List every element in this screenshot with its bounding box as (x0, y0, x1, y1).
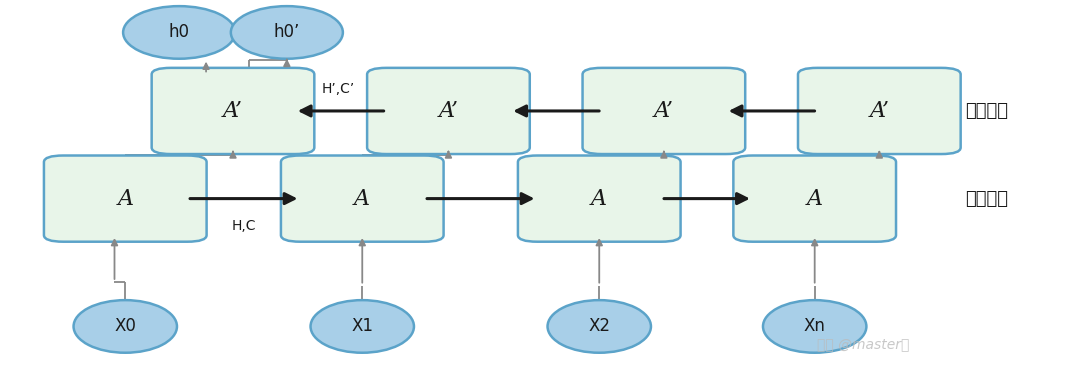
Text: 前向传播: 前向传播 (966, 190, 1009, 208)
Ellipse shape (548, 300, 651, 353)
Text: A: A (118, 188, 133, 210)
Ellipse shape (762, 300, 866, 353)
Text: A: A (354, 188, 370, 210)
Text: 反向传播: 反向传播 (966, 102, 1009, 120)
FancyBboxPatch shape (798, 68, 960, 154)
Text: A’: A’ (869, 100, 889, 122)
Ellipse shape (123, 6, 235, 59)
Text: A’: A’ (438, 100, 458, 122)
Ellipse shape (73, 300, 177, 353)
Text: A’: A’ (222, 100, 243, 122)
Ellipse shape (311, 300, 414, 353)
Text: X2: X2 (589, 318, 610, 336)
Text: A: A (591, 188, 607, 210)
Text: Xn: Xn (804, 318, 825, 336)
FancyBboxPatch shape (518, 156, 680, 242)
FancyBboxPatch shape (44, 156, 206, 242)
Text: 知乎 @master苏: 知乎 @master苏 (816, 338, 909, 352)
Text: X1: X1 (351, 318, 374, 336)
Ellipse shape (231, 6, 342, 59)
Text: h0: h0 (168, 24, 190, 42)
Text: X0: X0 (114, 318, 136, 336)
Text: H’,C’: H’,C’ (322, 82, 355, 96)
Text: A’: A’ (653, 100, 674, 122)
Text: A: A (807, 188, 823, 210)
FancyBboxPatch shape (281, 156, 444, 242)
FancyBboxPatch shape (151, 68, 314, 154)
Text: H,C: H,C (231, 219, 256, 233)
Text: h0’: h0’ (273, 24, 300, 42)
FancyBboxPatch shape (367, 68, 530, 154)
FancyBboxPatch shape (582, 68, 745, 154)
FancyBboxPatch shape (733, 156, 896, 242)
